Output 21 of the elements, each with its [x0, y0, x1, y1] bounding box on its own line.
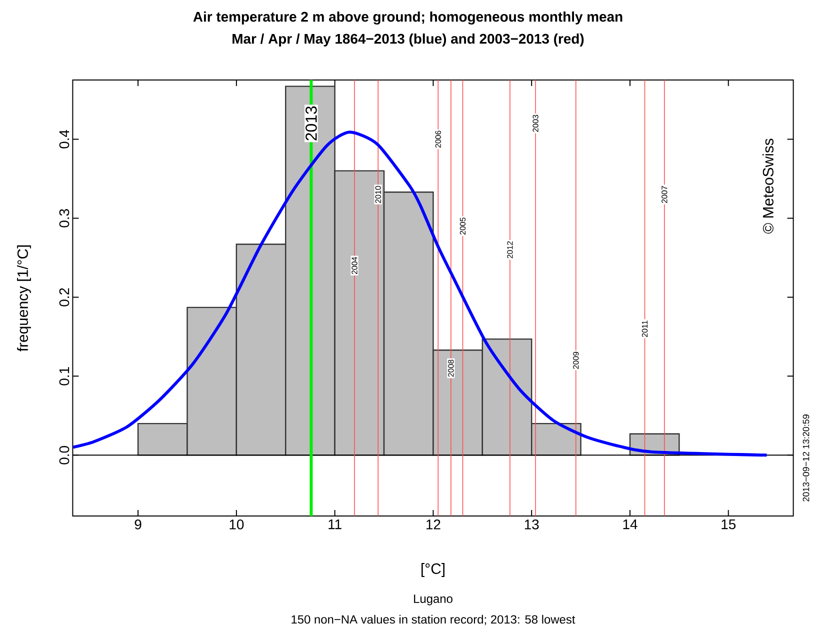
- x-tick-label: 15: [722, 520, 736, 530]
- text: 2013−09−12 13:20:59: [802, 414, 810, 502]
- x-tick-label: 10: [230, 519, 244, 530]
- x-tick-label: 11: [328, 520, 342, 530]
- y-tick-label: 0.2: [59, 288, 70, 306]
- x-tick-label: 12: [426, 519, 440, 530]
- annotation: 2013: [306, 106, 317, 140]
- y-tick-label: 0.4: [59, 130, 70, 148]
- x-tick-label: 13: [524, 519, 539, 530]
- y-axis-title: frequency [1/°C]: [17, 245, 31, 352]
- x-tick-label: 9: [134, 519, 142, 530]
- y-tick-label: 0.1: [59, 367, 70, 386]
- x-axis-title: [°C]: [422, 563, 444, 577]
- annotation: © MeteoSwiss: [762, 138, 774, 234]
- chart-title: Air temperature 2 m above ground; homogeneous monthly mean: [193, 11, 622, 25]
- chart-subtitle: Mar / Apr / May 1864−2013 (blue) and 2003−2013 (red): [232, 33, 584, 46]
- text: 150 non−NA values in station record; 2013: 58 lowest: [292, 614, 576, 626]
- y-tick-label: 0.0: [59, 446, 70, 464]
- y-tick-label: 0.3: [59, 209, 70, 228]
- x-tick-label: 14: [623, 520, 638, 530]
- text: Lugano: [414, 594, 452, 606]
